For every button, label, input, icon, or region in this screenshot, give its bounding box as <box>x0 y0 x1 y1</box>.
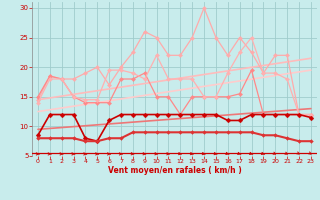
X-axis label: Vent moyen/en rafales ( km/h ): Vent moyen/en rafales ( km/h ) <box>108 166 241 175</box>
